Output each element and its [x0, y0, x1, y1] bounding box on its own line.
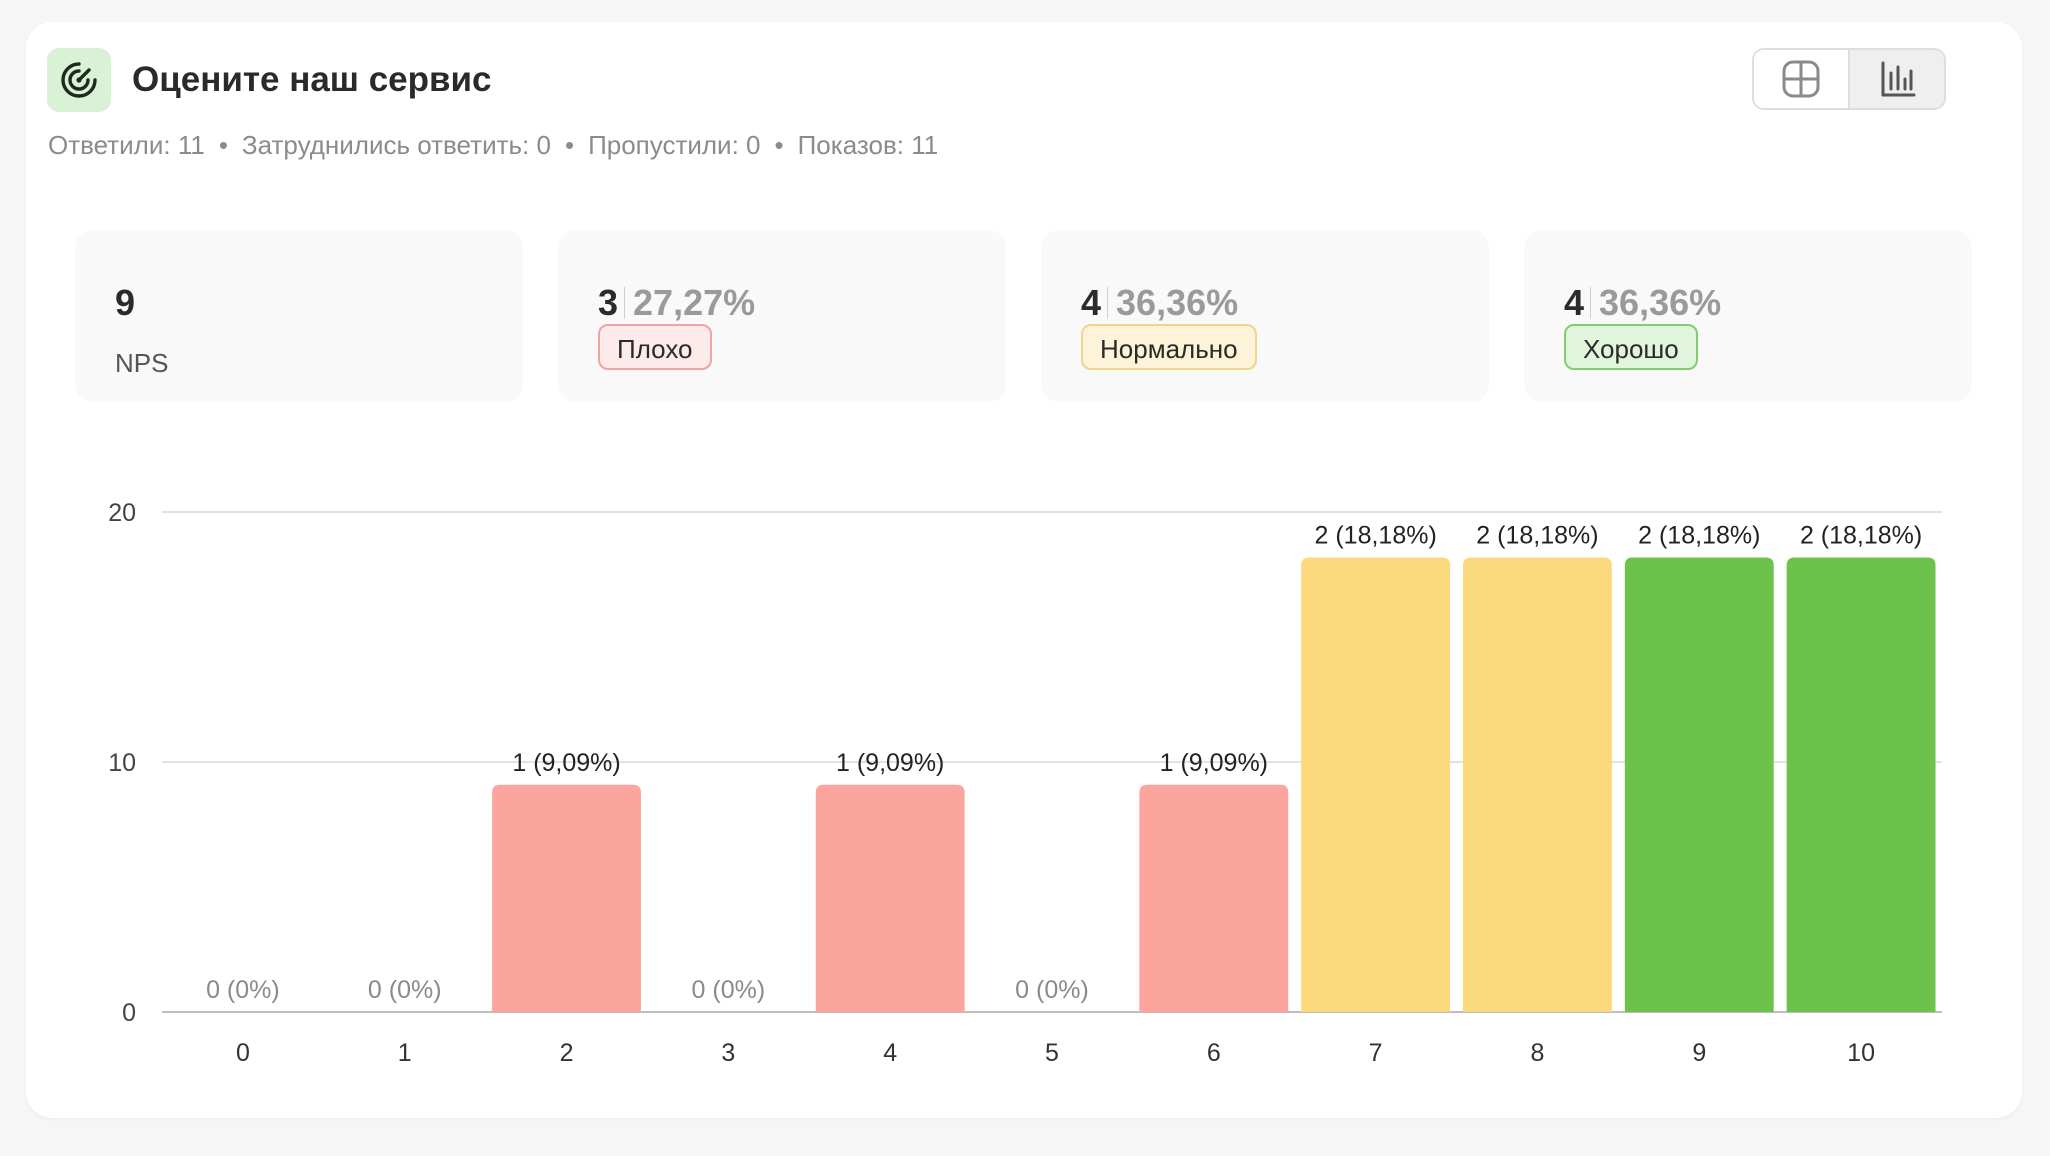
question-type-badge — [47, 48, 111, 112]
kpi-good-card: 4 36,36% Хорошо — [1524, 230, 1972, 402]
stat-separator: • — [564, 130, 575, 160]
bar-data-label: 2 (18,18%) — [1314, 522, 1436, 550]
kpi-divider — [1107, 287, 1109, 319]
stat-hard-to-answer: Затруднились ответить: 0 — [241, 130, 551, 160]
y-tick-label: 20 — [108, 499, 136, 527]
x-tick-label: 7 — [1369, 1039, 1383, 1067]
kpi-bad-count: 3 — [598, 282, 619, 323]
kpi-normal-badge: Нормально — [1081, 324, 1257, 370]
kpi-nps-card: 9 NPS — [75, 230, 523, 402]
kpi-divider — [624, 287, 626, 319]
response-stats: Ответили: 11 • Затруднились ответить: 0 • Пр… — [48, 130, 938, 161]
x-tick-label: 5 — [1045, 1039, 1059, 1067]
kpi-good-percent: 36,36% — [1599, 282, 1722, 323]
bar-data-label: 0 (0%) — [1015, 976, 1089, 1004]
bar-6 — [1139, 784, 1289, 1012]
view-toggle — [1752, 48, 1946, 110]
bar-7 — [1301, 557, 1451, 1012]
nps-label: NPS — [115, 348, 169, 378]
bar-10 — [1786, 557, 1936, 1012]
kpi-good-figures: 4 36,36% — [1564, 282, 1721, 324]
bar-8 — [1463, 557, 1612, 1012]
kpi-normal-card: 4 36,36% Нормально — [1041, 230, 1489, 402]
bar-data-label: 0 (0%) — [368, 976, 442, 1004]
bar-2 — [492, 784, 641, 1012]
table-view-button[interactable] — [1754, 50, 1848, 108]
bar-data-label: 2 (18,18%) — [1638, 522, 1760, 550]
kpi-normal-figures: 4 36,36% — [1081, 282, 1238, 324]
x-tick-label: 3 — [721, 1039, 735, 1067]
question-title: Оцените наш сервис — [132, 60, 492, 99]
x-tick-label: 8 — [1531, 1039, 1545, 1067]
stat-separator: • — [218, 130, 228, 160]
stat-skipped: Пропустили: 0 — [588, 130, 761, 160]
y-tick-label: 10 — [108, 749, 136, 777]
chart-view-button[interactable] — [1848, 50, 1944, 108]
x-tick-label: 10 — [1847, 1039, 1875, 1067]
bar-data-label: 1 (9,09%) — [1160, 749, 1268, 777]
bar-data-label: 2 (18,18%) — [1800, 522, 1922, 550]
kpi-bad-badge: Плохо — [598, 324, 712, 370]
x-tick-label: 4 — [883, 1039, 897, 1067]
kpi-bad-percent: 27,27% — [633, 282, 756, 323]
kpi-good-badge: Хорошо — [1564, 324, 1698, 370]
y-tick-label: 0 — [122, 999, 136, 1027]
kpi-bad-card: 3 27,27% Плохо — [558, 230, 1006, 402]
kpi-normal-percent: 36,36% — [1116, 282, 1239, 323]
x-tick-label: 9 — [1692, 1039, 1706, 1067]
bar-chart-icon — [1881, 61, 1916, 97]
bar-9 — [1624, 557, 1774, 1012]
x-tick-label: 0 — [236, 1039, 250, 1067]
gauge-icon — [61, 62, 97, 98]
kpi-good-count: 4 — [1564, 282, 1585, 323]
bar-data-label: 0 (0%) — [692, 976, 766, 1004]
x-tick-label: 2 — [560, 1039, 574, 1067]
x-tick-label: 6 — [1207, 1039, 1221, 1067]
kpi-normal-count: 4 — [1081, 282, 1102, 323]
stat-answered: Ответили: 11 — [48, 130, 205, 160]
bar-data-label: 0 (0%) — [206, 976, 280, 1004]
bar-4 — [815, 784, 965, 1012]
table-icon — [1782, 60, 1820, 98]
x-tick-label: 1 — [398, 1039, 412, 1067]
bar-data-label: 1 (9,09%) — [512, 749, 620, 777]
nps-value: 9 — [115, 282, 136, 323]
bar-data-label: 2 (18,18%) — [1476, 522, 1598, 550]
stat-separator: • — [774, 130, 784, 160]
bar-data-label: 1 (9,09%) — [836, 749, 944, 777]
kpi-bad-figures: 3 27,27% — [598, 282, 755, 324]
stat-shows: Показов: 11 — [797, 130, 939, 160]
kpi-divider — [1590, 287, 1592, 319]
